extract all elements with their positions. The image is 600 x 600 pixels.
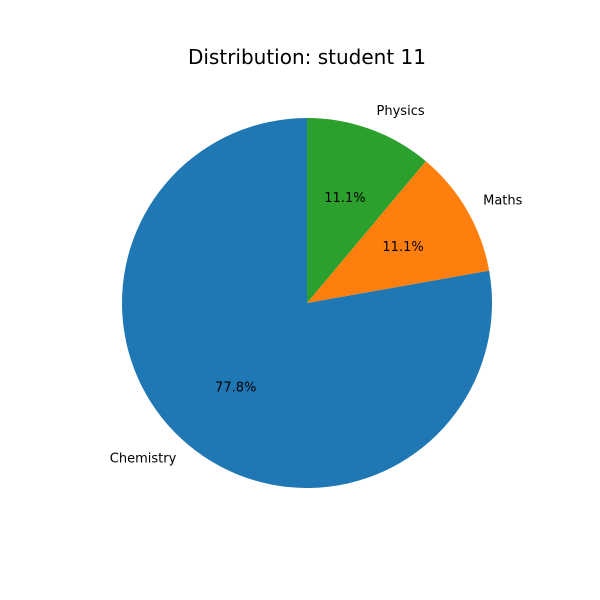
pct-label-maths: 11.1% xyxy=(382,240,423,255)
slice-label-physics: Physics xyxy=(377,104,425,119)
slice-label-maths: Maths xyxy=(483,194,523,209)
pct-label-physics: 11.1% xyxy=(324,191,365,206)
labels-group: Chemistry 77.8% Maths 11.1% Physics 11.1% xyxy=(110,104,523,466)
chart-title: Distribution: student 11 xyxy=(188,45,426,69)
pie-slice-physics xyxy=(307,118,426,303)
slices-group xyxy=(122,118,493,488)
pie-slice-chemistry xyxy=(122,118,493,488)
pct-label-chemistry: 77.8% xyxy=(215,381,256,396)
pie-slice-maths xyxy=(307,161,490,303)
slice-label-chemistry: Chemistry xyxy=(110,451,177,466)
